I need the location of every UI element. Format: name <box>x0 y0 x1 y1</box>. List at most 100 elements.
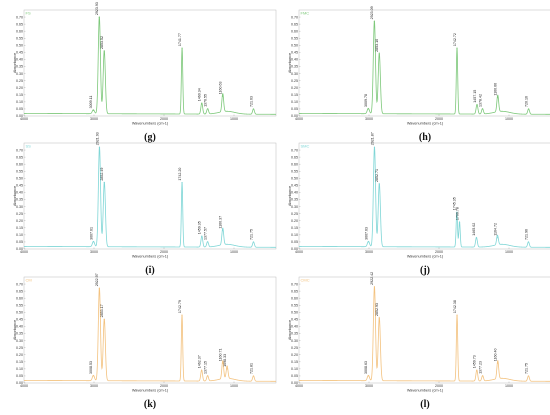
peak-label: 1459.35 <box>198 221 202 234</box>
peak-point <box>252 108 255 110</box>
peak-label: 3009.11 <box>89 96 93 109</box>
spectrum-panel-6: CMC 0.00 0.05 0.10 0.15 0.20 0.25 0.30 0.35 0.40 0… <box>288 272 550 410</box>
peak-label: 2853.10 <box>375 39 379 52</box>
peak-label: 3007.63 <box>364 227 368 240</box>
y-tick-label: 0.55 <box>291 36 298 40</box>
y-tick-label: 0.05 <box>291 107 298 111</box>
peak-point <box>201 235 203 237</box>
y-tick-label: 0.55 <box>291 303 298 307</box>
peak-point <box>103 318 105 320</box>
peak-label: 3007.61 <box>89 227 93 240</box>
peak-point <box>92 241 95 243</box>
y-tick-label: 0.50 <box>291 177 298 181</box>
y-tick-label: 0.35 <box>16 198 23 202</box>
y-tick-label: 0.55 <box>291 169 298 173</box>
y-axis-label: Absorbance <box>13 186 17 206</box>
y-tick-label: 0.40 <box>291 325 298 329</box>
y-tick-label: 0.00 <box>291 247 298 251</box>
y-tick-label: 0.45 <box>291 51 298 55</box>
peak-point <box>222 95 224 97</box>
peak-label: 1377.57 <box>203 227 207 240</box>
x-tick-label: 4000 <box>20 250 28 254</box>
y-tick-label: 0.15 <box>16 360 23 364</box>
y-tick-label: 0.10 <box>16 233 23 237</box>
peak-label: 2922.97 <box>95 273 99 286</box>
y-tick-label: 0.20 <box>16 219 23 223</box>
peak-label: 1459.73 <box>473 355 477 368</box>
panel-caption: (j) <box>420 265 430 276</box>
peak-label: 1377.23 <box>478 361 482 374</box>
spectrum-line <box>24 16 276 115</box>
y-tick-label: 0.15 <box>291 226 298 230</box>
spectrum-panel-3: SS 0.00 0.05 0.10 0.15 0.20 0.25 0.30 0.35 0.40 0.… <box>13 132 277 276</box>
peak-point <box>252 375 255 377</box>
spectrum-line <box>299 146 550 248</box>
x-axis-label: Wavenumbers (cm-1) <box>132 255 169 259</box>
y-tick-label: 0.60 <box>291 29 298 33</box>
y-tick-label: 0.15 <box>16 226 23 230</box>
y-tick-label: 0.00 <box>291 381 298 385</box>
peak-label: 3008.53 <box>89 361 93 374</box>
peak-point <box>378 53 380 55</box>
peak-label: 2922.42 <box>370 272 374 285</box>
peak-point <box>222 362 224 364</box>
y-axis-label: Absorbance <box>288 320 292 340</box>
peak-point <box>475 237 478 239</box>
plot-frame <box>23 9 277 117</box>
y-tick-label: 0.10 <box>291 233 298 237</box>
peak-point <box>98 287 100 289</box>
peak-label: 721.75 <box>524 363 528 374</box>
y-tick-label: 0.10 <box>291 100 298 104</box>
x-tick-label: 3000 <box>365 250 373 254</box>
x-tick-label: 2000 <box>160 117 168 121</box>
y-tick-label: 0.70 <box>16 148 23 152</box>
y-tick-label: 0.00 <box>16 114 23 118</box>
y-tick-label: 0.70 <box>16 282 23 286</box>
peak-label: 1160.71 <box>219 348 223 361</box>
peak-label: 1745.35 <box>453 197 457 210</box>
peak-label: 2853.17 <box>100 304 104 317</box>
peak-point <box>481 108 484 110</box>
peak-label: 2853.52 <box>100 36 104 49</box>
y-tick-label: 0.50 <box>291 44 298 48</box>
y-tick-label: 0.45 <box>16 318 23 322</box>
y-tick-label: 0.30 <box>16 72 23 76</box>
peak-point <box>207 108 209 110</box>
peak-label: 1460.34 <box>198 88 202 101</box>
y-tick-label: 0.45 <box>16 184 23 188</box>
x-tick-label: 2000 <box>160 250 168 254</box>
peak-point <box>103 50 105 52</box>
x-tick-label: 1000 <box>505 250 513 254</box>
y-tick-label: 0.30 <box>291 339 298 343</box>
peak-label: 1706.78 <box>455 207 459 220</box>
peak-label: 2923.09 <box>370 6 374 19</box>
panel-caption: (h) <box>419 132 431 143</box>
y-tick-label: 0.55 <box>16 169 23 173</box>
peak-label: 2852.93 <box>375 303 379 316</box>
peak-point <box>458 221 461 223</box>
peak-label: 2923.93 <box>95 2 99 15</box>
y-axis-label: Absorbance <box>13 53 17 73</box>
y-tick-label: 0.15 <box>291 93 298 97</box>
peak-point <box>252 241 255 243</box>
peak-label: 1098.33 <box>223 354 227 367</box>
peak-point <box>497 97 499 99</box>
peak-label: 1376.55 <box>203 94 207 107</box>
y-tick-label: 0.65 <box>291 22 298 26</box>
peak-point <box>92 109 94 111</box>
x-tick-label: 2000 <box>160 384 168 388</box>
peak-point <box>378 317 380 319</box>
peak-label: 1742.38 <box>453 300 457 313</box>
y-tick-label: 0.30 <box>291 72 298 76</box>
peak-label: 721.96 <box>524 229 528 240</box>
y-tick-label: 0.65 <box>291 289 298 293</box>
y-tick-label: 0.65 <box>16 289 23 293</box>
peak-label: 1462.37 <box>197 355 201 368</box>
peak-point <box>206 375 209 377</box>
plot-frame <box>298 142 550 250</box>
y-tick-label: 0.15 <box>291 360 298 364</box>
y-tick-label: 0.25 <box>16 346 23 350</box>
panel-caption: (k) <box>144 399 156 410</box>
y-tick-label: 0.65 <box>16 22 23 26</box>
x-tick-label: 3000 <box>90 250 98 254</box>
